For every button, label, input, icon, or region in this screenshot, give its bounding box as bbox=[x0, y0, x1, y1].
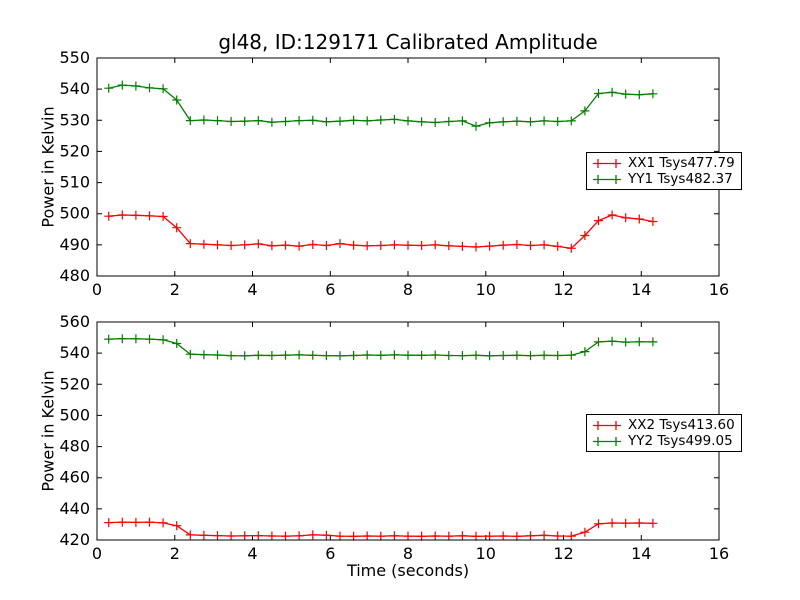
y-tick-label: 510 bbox=[59, 173, 90, 192]
y-tick-label: 500 bbox=[59, 405, 90, 424]
legend-sample-path-yy2 bbox=[593, 436, 621, 446]
legend-line-sample-xx1 bbox=[593, 158, 621, 168]
legend-sample-path-xx2 bbox=[593, 420, 621, 430]
chart-title: gl48, ID:129171 Calibrated Amplitude bbox=[218, 30, 598, 54]
x-tick-label: 2 bbox=[170, 280, 180, 299]
y-tick-label: 540 bbox=[59, 343, 90, 362]
y-tick-label: 460 bbox=[59, 468, 90, 487]
x-tick-label: 16 bbox=[709, 544, 729, 563]
legend-line-sample-yy2 bbox=[593, 436, 621, 446]
y-tick-label: 440 bbox=[59, 499, 90, 518]
x-tick-label: 16 bbox=[709, 280, 729, 299]
legend-line-sample-yy1 bbox=[593, 174, 621, 184]
legend-bottom: XX2 Tsys413.60 YY2 Tsys499.05 bbox=[586, 414, 742, 452]
series-markers-YY1 bbox=[104, 80, 658, 131]
legend-sample-path-yy1 bbox=[593, 174, 621, 184]
legend-label-xx1: XX1 Tsys477.79 bbox=[628, 154, 735, 171]
x-tick-label: 12 bbox=[553, 544, 573, 563]
y-tick-label: 490 bbox=[59, 235, 90, 254]
y-tick-label: 530 bbox=[59, 110, 90, 129]
y-tick-label: 480 bbox=[59, 266, 90, 285]
y-tick-label: 500 bbox=[59, 204, 90, 223]
x-tick-label: 14 bbox=[631, 280, 651, 299]
legend-entry-xx2: XX2 Tsys413.60 bbox=[592, 417, 735, 433]
y-tick-label: 520 bbox=[59, 374, 90, 393]
legend-entry-yy1: YY1 Tsys482.37 bbox=[592, 171, 735, 187]
x-tick-label: 14 bbox=[631, 544, 651, 563]
x-tick-label: 8 bbox=[403, 280, 413, 299]
x-tick-label: 2 bbox=[170, 544, 180, 563]
legend-label-xx2: XX2 Tsys413.60 bbox=[628, 416, 735, 433]
legend-entry-yy2: YY2 Tsys499.05 bbox=[592, 433, 735, 449]
legend-entry-xx1: XX1 Tsys477.79 bbox=[592, 155, 735, 171]
x-tick-label: 6 bbox=[325, 280, 335, 299]
x-tick-label: 0 bbox=[92, 544, 102, 563]
x-tick-label: 0 bbox=[92, 280, 102, 299]
y-tick-label: 560 bbox=[59, 312, 90, 331]
x-tick-label: 4 bbox=[247, 280, 257, 299]
legend-label-yy1: YY1 Tsys482.37 bbox=[628, 170, 733, 187]
x-axis-label: Time (seconds) bbox=[346, 561, 470, 580]
x-tick-label: 8 bbox=[403, 544, 413, 563]
x-tick-label: 10 bbox=[476, 280, 496, 299]
legend-sample-path-xx1 bbox=[593, 158, 621, 168]
legend-label-yy2: YY2 Tsys499.05 bbox=[628, 432, 733, 449]
y-tick-label: 550 bbox=[59, 48, 90, 67]
series-markers-XX2 bbox=[104, 517, 658, 541]
series-markers-XX1 bbox=[104, 210, 658, 253]
y-axis-label-top: Power in Kelvin bbox=[38, 106, 58, 228]
x-tick-label: 10 bbox=[476, 544, 496, 563]
x-tick-label: 12 bbox=[553, 280, 573, 299]
y-tick-label: 420 bbox=[59, 530, 90, 549]
legend-top: XX1 Tsys477.79 YY1 Tsys482.37 bbox=[586, 152, 742, 190]
series-markers-YY2 bbox=[104, 334, 658, 361]
y-axis-label-bottom: Power in Kelvin bbox=[38, 370, 58, 492]
y-tick-label: 520 bbox=[59, 141, 90, 160]
y-tick-label: 540 bbox=[59, 79, 90, 98]
legend-line-sample-xx2 bbox=[593, 420, 621, 430]
x-tick-label: 6 bbox=[325, 544, 335, 563]
x-tick-label: 4 bbox=[247, 544, 257, 563]
y-tick-label: 480 bbox=[59, 437, 90, 456]
